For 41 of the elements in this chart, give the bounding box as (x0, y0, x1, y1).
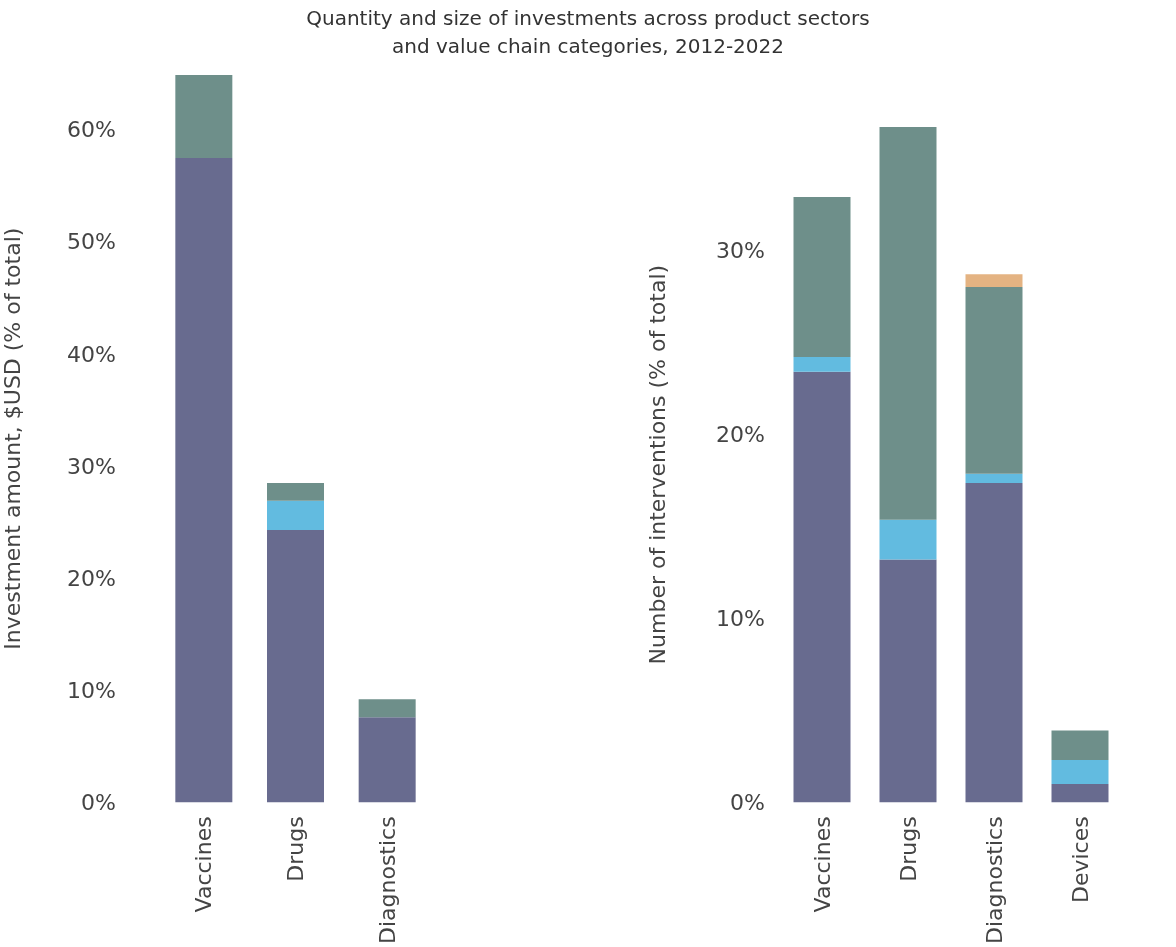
y-tick-label: 60% (67, 117, 116, 143)
bar (1051, 730, 1109, 761)
y-axis-title: Number of interventions (% of total) (644, 264, 670, 665)
x-tick-label: Diagnostics (981, 816, 1007, 945)
y-tick-label: 10% (716, 605, 765, 631)
bar (267, 482, 324, 501)
bar (793, 371, 851, 803)
bar (879, 127, 937, 520)
y-tick-label: 50% (67, 229, 116, 255)
x-tick-label: Devices (1067, 816, 1093, 904)
bar (358, 699, 416, 718)
bar (1051, 760, 1109, 784)
text: Quantity and size of investments across product sectors and value chain categories, 2012-2022 (305, 5, 871, 60)
bar (965, 287, 1023, 474)
bar (175, 75, 233, 158)
x-tick-label: Vaccines (809, 816, 835, 913)
y-tick-label: 40% (67, 341, 116, 367)
y-tick-label: 20% (67, 565, 116, 591)
bar (793, 357, 851, 372)
bar (267, 500, 324, 531)
x-tick-label: Drugs (895, 816, 921, 882)
y-tick-label: 30% (716, 237, 765, 263)
bar (965, 473, 1023, 484)
x-tick-label: Drugs (283, 816, 308, 882)
y-tick-label: 10% (67, 677, 116, 703)
bar (1051, 783, 1109, 803)
y-tick-label: 0% (81, 789, 116, 815)
bar (793, 196, 851, 358)
y-tick-label: 20% (716, 421, 765, 447)
bar (965, 483, 1023, 803)
bar (358, 717, 416, 803)
bar (175, 157, 233, 803)
y-tick-label: 0% (730, 789, 765, 815)
x-tick-label: Diagnostics (374, 816, 400, 945)
y-axis-title: Investment amount, $USD (% of total) (0, 227, 25, 650)
x-tick-label: Vaccines (191, 816, 217, 913)
bar (965, 274, 1023, 288)
bar (267, 530, 324, 803)
y-tick-label: 30% (67, 453, 116, 479)
bar (879, 559, 937, 803)
bar (879, 519, 937, 560)
